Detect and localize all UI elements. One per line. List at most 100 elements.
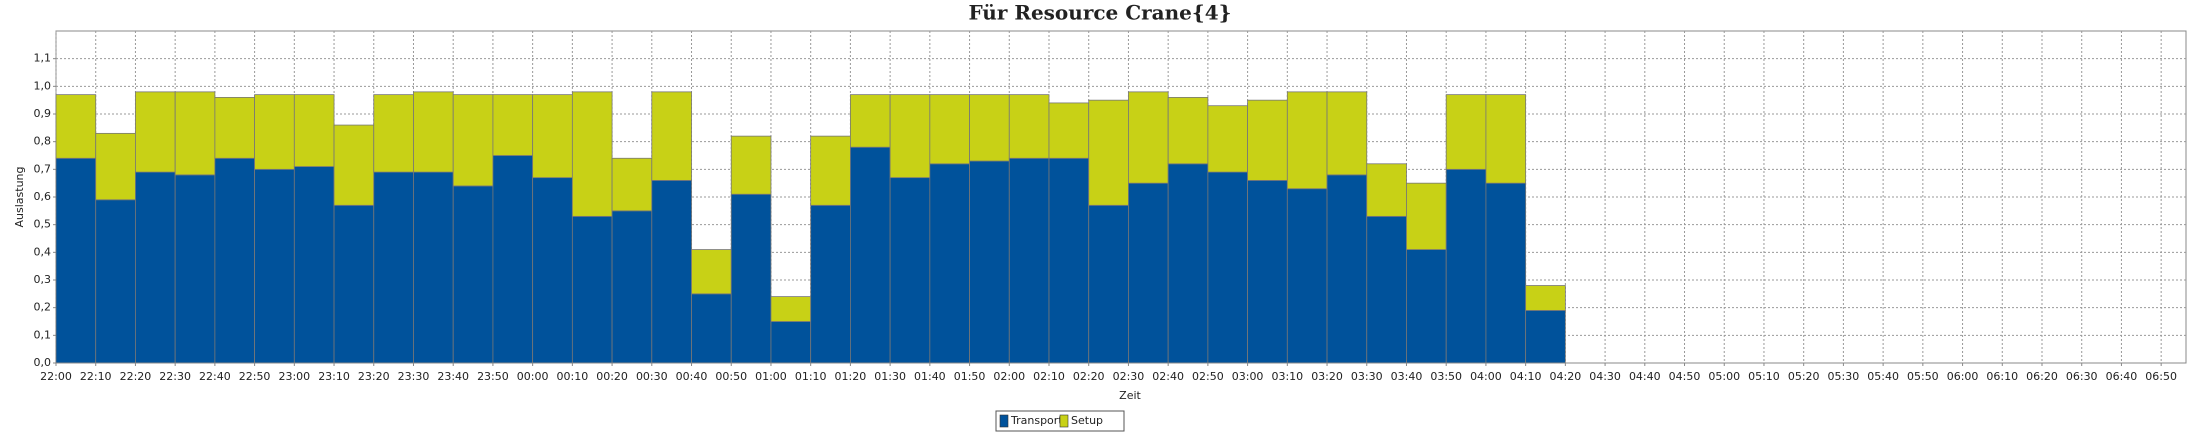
bar-segment xyxy=(850,146,891,364)
x-tick-label: 01:10 xyxy=(795,370,827,383)
bar-segment xyxy=(1167,163,1209,364)
x-tick-label: 04:20 xyxy=(1550,370,1582,383)
bar-segment xyxy=(1088,99,1129,206)
bar-segment xyxy=(95,132,136,201)
bar-segment xyxy=(1445,94,1487,170)
y-tick-label: 0,3 xyxy=(34,273,52,286)
x-tick-label: 05:40 xyxy=(1867,370,1899,383)
bar-segment xyxy=(55,157,97,364)
bar-segment xyxy=(1366,215,1407,364)
bar-segment xyxy=(254,168,295,364)
bar-segment xyxy=(1008,94,1050,159)
x-tick-label: 00:40 xyxy=(676,370,708,383)
y-tick-label: 0,8 xyxy=(34,135,52,148)
legend-label: Transport xyxy=(1010,414,1063,427)
bar-segment xyxy=(850,94,891,148)
bar-segment xyxy=(929,163,970,364)
x-tick-label: 06:40 xyxy=(2106,370,2138,383)
x-tick-label: 01:50 xyxy=(954,370,986,383)
x-tick-label: 22:50 xyxy=(239,370,271,383)
x-tick-label: 02:20 xyxy=(1073,370,1105,383)
x-tick-label: 02:30 xyxy=(1113,370,1145,383)
bar-segment xyxy=(174,91,216,176)
x-tick-label: 02:40 xyxy=(1152,370,1184,383)
bar-segment xyxy=(1008,157,1050,364)
x-tick-label: 00:30 xyxy=(636,370,668,383)
bar-segment xyxy=(1406,182,1447,250)
x-axis-title: Zeit xyxy=(1119,389,1141,402)
legend-swatch xyxy=(999,414,1009,428)
y-axis-title: Auslastung xyxy=(13,167,26,228)
bar-segment xyxy=(571,215,613,364)
x-tick-label: 22:30 xyxy=(159,370,191,383)
bar-segment xyxy=(254,94,295,170)
bar-segment xyxy=(929,94,970,165)
x-tick-label: 04:40 xyxy=(1629,370,1661,383)
x-tick-label: 06:00 xyxy=(1947,370,1979,383)
x-tick-label: 22:10 xyxy=(80,370,112,383)
legend-label: Setup xyxy=(1071,414,1103,427)
x-tick-label: 02:50 xyxy=(1192,370,1224,383)
x-tick-label: 03:20 xyxy=(1311,370,1343,383)
x-tick-label: 03:40 xyxy=(1391,370,1423,383)
bar-segment xyxy=(1366,163,1407,217)
x-tick-label: 22:40 xyxy=(199,370,231,383)
bar-segment xyxy=(532,177,573,364)
bar-segment xyxy=(1485,94,1527,184)
bar-segment xyxy=(135,171,176,364)
y-tick-label: 0,6 xyxy=(34,190,52,203)
x-tick-label: 23:20 xyxy=(358,370,390,383)
x-tick-label: 23:00 xyxy=(278,370,310,383)
chart-title: Für Resource Crane{4} xyxy=(968,1,1231,25)
bar-segment xyxy=(492,155,534,364)
bar-segment xyxy=(413,91,454,173)
y-tick-label: 0,1 xyxy=(34,328,52,341)
x-tick-label: 04:10 xyxy=(1510,370,1542,383)
bar-segment xyxy=(969,160,1010,364)
x-tick-label: 22:20 xyxy=(120,370,152,383)
bar-segment xyxy=(1048,102,1090,159)
x-tick-label: 06:30 xyxy=(2066,370,2098,383)
x-tick-label: 01:30 xyxy=(874,370,906,383)
bar-segment xyxy=(333,124,375,206)
bar-segment xyxy=(571,91,613,217)
x-tick-label: 01:00 xyxy=(755,370,787,383)
x-tick-label: 22:00 xyxy=(40,370,72,383)
bar-segment xyxy=(1326,91,1368,176)
bar-segment xyxy=(214,157,256,364)
x-tick-label: 03:10 xyxy=(1271,370,1303,383)
bar-segment xyxy=(1326,174,1368,364)
bar-segment xyxy=(770,296,812,322)
x-tick-label: 04:30 xyxy=(1589,370,1621,383)
bar-segment xyxy=(214,97,256,159)
bar-segment xyxy=(1128,182,1169,364)
bar-segment xyxy=(1286,91,1328,190)
bar-segment xyxy=(1088,204,1129,364)
x-tick-label: 02:10 xyxy=(1033,370,1065,383)
bar-segment xyxy=(1525,285,1566,311)
x-tick-label: 23:10 xyxy=(318,370,350,383)
y-tick-label: 0,7 xyxy=(34,162,52,175)
bar-segment xyxy=(1247,179,1288,364)
bar-segment xyxy=(373,171,414,364)
bar-segment xyxy=(1128,91,1169,184)
bar-segment xyxy=(1286,188,1328,364)
y-tick-label: 1,1 xyxy=(34,52,52,65)
bar-segment xyxy=(1207,171,1249,364)
bar-segment xyxy=(55,94,97,159)
bar-segment xyxy=(651,179,692,364)
bar-segment xyxy=(691,293,732,364)
bar-segment xyxy=(810,135,851,206)
bar-segment xyxy=(1445,168,1487,364)
bar-segment xyxy=(1247,99,1288,181)
bar-segment xyxy=(611,210,653,364)
x-tick-label: 04:50 xyxy=(1669,370,1701,383)
bar-segment xyxy=(293,94,335,167)
bar-segment xyxy=(730,193,772,364)
bar-segment xyxy=(1406,249,1447,364)
x-tick-label: 05:10 xyxy=(1748,370,1780,383)
x-tick-label: 23:30 xyxy=(398,370,430,383)
x-tick-label: 23:50 xyxy=(477,370,509,383)
x-tick-label: 05:20 xyxy=(1788,370,1820,383)
bar-segment xyxy=(135,91,176,173)
